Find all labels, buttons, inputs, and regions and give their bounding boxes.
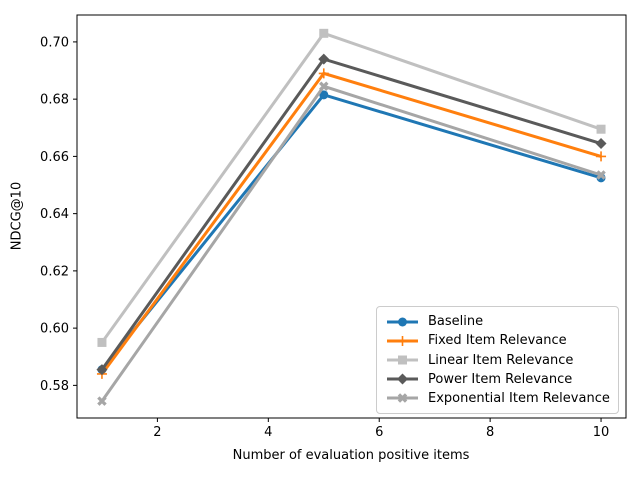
legend-item-power-item-relevance: Power Item Relevance xyxy=(386,370,610,389)
x-tick-label: 2 xyxy=(153,425,161,440)
marker-diamond xyxy=(96,364,108,376)
marker-square xyxy=(398,355,407,365)
y-tick-label: 0.70 xyxy=(40,35,69,50)
marker-square xyxy=(319,28,329,38)
y-tick-label: 0.64 xyxy=(40,207,69,222)
y-axis-label: NDCG@10 xyxy=(9,181,25,251)
marker-x xyxy=(397,393,408,404)
legend-label-linear-item-relevance: Linear Item Relevance xyxy=(428,352,574,368)
y-tick-label: 0.58 xyxy=(40,379,69,394)
legend-label-exponential-item-relevance: Exponential Item Relevance xyxy=(428,390,610,406)
legend-marker-fixed-item-relevance xyxy=(386,334,419,348)
x-tick-label: 6 xyxy=(375,425,383,440)
plot-spines xyxy=(76,14,627,419)
marker-plus xyxy=(397,335,408,346)
legend-item-fixed-item-relevance: Fixed Item Relevance xyxy=(386,331,610,350)
x-tick-label: 4 xyxy=(264,425,272,440)
legend: Baseline Fixed Item Relevance Linear Ite… xyxy=(376,306,619,414)
legend-label-baseline: Baseline xyxy=(428,314,484,330)
y-tick-label: 0.66 xyxy=(40,150,69,165)
marker-x xyxy=(596,170,606,180)
y-tick-label: 0.68 xyxy=(40,93,69,108)
marker-diamond xyxy=(397,373,408,385)
legend-label-fixed-item-relevance: Fixed Item Relevance xyxy=(428,333,567,349)
legend-marker-baseline xyxy=(386,315,419,329)
x-tick-label: 10 xyxy=(593,425,610,440)
marker-plus xyxy=(318,68,329,79)
x-axis-label: Number of evaluation positive items xyxy=(232,448,470,463)
y-tick-label: 0.62 xyxy=(40,264,69,279)
marker-x xyxy=(97,396,107,406)
marker-circle xyxy=(319,90,329,100)
legend-label-power-item-relevance: Power Item Relevance xyxy=(428,371,573,387)
marker-plus xyxy=(596,151,607,162)
legend-marker-linear-item-relevance xyxy=(386,353,419,367)
legend-marker-power-item-relevance xyxy=(386,372,419,386)
legend-item-baseline: Baseline xyxy=(386,312,610,331)
y-tick-label: 0.60 xyxy=(40,322,69,337)
legend-item-exponential-item-relevance: Exponential Item Relevance xyxy=(386,389,610,408)
marker-diamond xyxy=(595,138,607,150)
marker-x xyxy=(319,81,329,92)
marker-square xyxy=(97,337,107,347)
x-tick-label: 8 xyxy=(486,425,494,440)
marker-square xyxy=(596,124,606,134)
legend-item-linear-item-relevance: Linear Item Relevance xyxy=(386,350,610,369)
marker-circle xyxy=(398,317,407,327)
legend-marker-exponential-item-relevance xyxy=(386,391,419,405)
marker-diamond xyxy=(318,53,330,65)
